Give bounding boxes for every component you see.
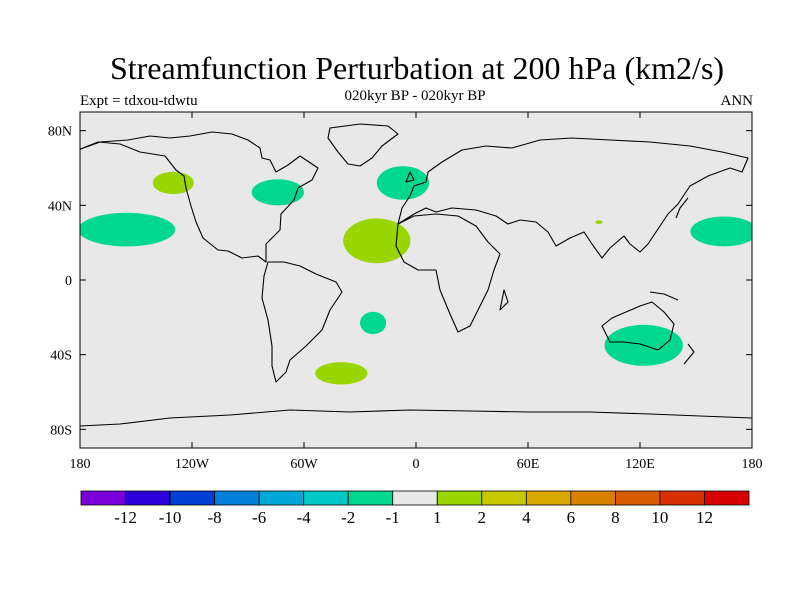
colorbar-label: 12 — [696, 508, 713, 527]
anomaly-north-america-east — [251, 179, 304, 206]
axis-ticks: 180 120W 60W 0 60E 120E 180 80N 40N 0 40S 80S — [48, 112, 763, 472]
colorbar-swatch — [214, 490, 260, 506]
anomaly-tropical-atlantic — [343, 218, 411, 264]
map-background — [80, 112, 752, 448]
coastline-uk — [405, 171, 415, 183]
coastline-eurasia — [397, 137, 749, 259]
colorbar-swatch — [392, 490, 438, 506]
colorbar-swatch — [570, 490, 616, 506]
coastline-south-america — [261, 261, 343, 383]
coastline-new-guinea — [649, 291, 679, 301]
x-tick-label: 60W — [290, 457, 318, 472]
colorbar-label: 10 — [651, 508, 668, 527]
plot-title: Streamfunction Perturbation at 200 hPa (… — [109, 50, 725, 86]
colorbar-swatch — [659, 490, 705, 506]
colorbar-swatch — [615, 490, 661, 506]
colorbar-label: -12 — [114, 508, 137, 527]
colorbar-swatch — [704, 490, 750, 506]
anomaly-indian-ocean-dot — [595, 220, 603, 224]
colorbar-label: -1 — [386, 508, 400, 527]
colorbar-label: 6 — [567, 508, 576, 527]
anomaly-south-atlantic — [360, 311, 387, 335]
anomaly-layer — [80, 166, 752, 385]
colorbar-swatch — [303, 490, 349, 506]
colorbar-label: -6 — [252, 508, 266, 527]
y-tick-label: 80N — [48, 125, 72, 140]
coastline-antarctica — [80, 409, 752, 427]
colorbar-label: -10 — [159, 508, 182, 527]
colorbar-label: 4 — [522, 508, 531, 527]
y-tick-label: 80S — [50, 423, 72, 438]
x-tick-label: 0 — [413, 457, 420, 472]
colorbar-label: 2 — [478, 508, 487, 527]
colorbar-label: 8 — [611, 508, 620, 527]
anomaly-southern-ocean-atlantic — [315, 362, 368, 385]
coastline-new-zealand — [683, 343, 695, 365]
anomaly-north-pacific-west-coast — [80, 212, 176, 247]
y-tick-label: 40S — [50, 349, 72, 364]
colorbar-label: -2 — [341, 508, 355, 527]
x-tick-label: 120E — [625, 457, 655, 472]
colorbar: -12 -10 -8 -6 -4 -2 -1 1 2 4 6 8 10 12 — [80, 490, 750, 527]
coastline-australia — [601, 301, 675, 351]
coastline-madagascar — [499, 289, 509, 311]
coastline-north-america — [80, 131, 319, 263]
colorbar-swatch — [481, 490, 527, 506]
coastline-japan — [675, 197, 689, 219]
colorbar-swatch — [258, 490, 305, 506]
colorbar-swatch — [525, 490, 572, 506]
x-tick-label: 60E — [517, 457, 540, 472]
y-tick-label: 0 — [65, 274, 72, 289]
x-tick-label: 180 — [742, 457, 763, 472]
coastline-africa — [395, 213, 501, 333]
colorbar-swatch — [169, 490, 215, 506]
colorbar-swatch — [436, 490, 483, 506]
colorbar-swatch — [347, 490, 394, 506]
colorbar-label: -4 — [297, 508, 312, 527]
season-label: ANN — [720, 93, 754, 109]
x-tick-label: 120W — [175, 457, 210, 472]
y-tick-label: 40N — [48, 199, 72, 214]
colorbar-label: 1 — [433, 508, 442, 527]
anomaly-northeast-pacific — [152, 171, 194, 195]
x-tick-label: 180 — [70, 457, 91, 472]
anomaly-western-pacific — [690, 216, 752, 247]
anomaly-western-europe — [376, 166, 430, 200]
colorbar-swatch — [80, 490, 126, 506]
colorbar-label: -8 — [208, 508, 222, 527]
coastlines — [80, 123, 752, 427]
plot-subtitle: 020kyr BP - 020kyr BP — [344, 88, 486, 104]
coastline-greenland — [327, 123, 399, 167]
experiment-label: Expt = tdxou-tdwtu — [80, 93, 198, 109]
colorbar-swatch — [125, 490, 171, 506]
